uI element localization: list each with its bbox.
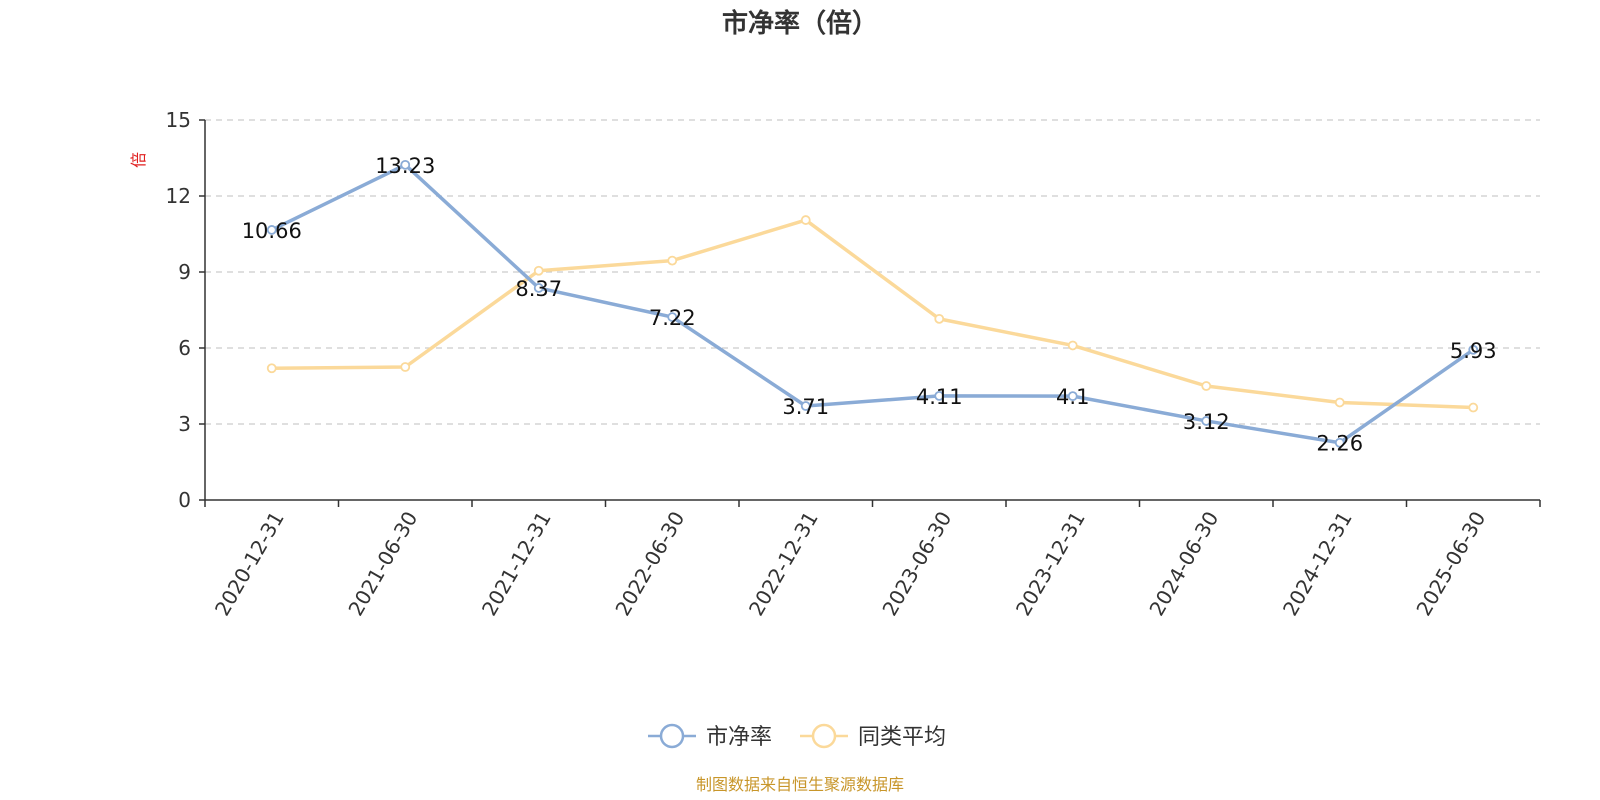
y-tick-label: 9: [178, 260, 191, 284]
data-point: [1334, 397, 1345, 408]
data-label: 2.26: [1316, 432, 1363, 456]
data-point: [533, 283, 544, 293]
data-point: [1201, 381, 1212, 391]
x-tick-label: 2023-12-31: [1011, 507, 1090, 620]
data-point: [800, 401, 811, 411]
data-point: [1334, 437, 1345, 448]
x-tick-label: 2024-12-31: [1278, 507, 1357, 620]
series-line-1: [271, 218, 1474, 410]
data-point: [266, 363, 277, 374]
data-label: 3.12: [1183, 410, 1230, 434]
x-tick-label: 2021-12-31: [477, 507, 556, 620]
data-label: 8.37: [515, 277, 562, 301]
chart-title: 市净率（倍）: [722, 8, 878, 39]
y-tick-label: 0: [178, 488, 191, 512]
data-point: [667, 255, 678, 266]
data-point: [1067, 340, 1078, 351]
y-axis-label: 倍: [129, 152, 148, 168]
data-label: 4.11: [916, 385, 963, 409]
legend-label: 同类平均: [858, 725, 946, 750]
series-lines: [266, 159, 1479, 448]
data-label: 5.93: [1450, 339, 1497, 363]
data-label: 7.22: [649, 306, 696, 330]
legend-item-0[interactable]: 市净率: [648, 723, 772, 750]
data-label: 3.71: [782, 395, 829, 419]
data-point: [1067, 391, 1078, 402]
data-label: 13.23: [375, 154, 435, 178]
legend-marker: [811, 723, 837, 749]
x-tick-label: 2022-06-30: [610, 507, 689, 620]
source-note: 制图数据来自恒生聚源数据库: [696, 775, 904, 794]
x-tick-label: 2022-12-31: [744, 507, 823, 620]
legend[interactable]: 市净率 同类平均: [648, 723, 946, 750]
data-point: [1201, 416, 1212, 426]
x-tick-label: 2025-06-30: [1411, 507, 1490, 620]
x-tick-label: 2021-06-30: [343, 507, 422, 620]
data-point: [667, 312, 678, 322]
series-line-0: [270, 163, 1475, 445]
data-point: [1468, 344, 1479, 355]
x-tick-label: 2023-06-30: [877, 507, 956, 620]
legend-label: 市净率: [706, 725, 772, 750]
legend-item-1[interactable]: 同类平均: [800, 723, 946, 750]
data-point: [400, 362, 411, 372]
data-labels: 10.66 13.23 8.37 7.22 3.71 4.11 4.1 3.12 2.26 5.9…: [242, 154, 1497, 456]
y-tick-label: 15: [166, 108, 191, 132]
data-point: [800, 215, 811, 225]
y-tick-label: 3: [178, 412, 191, 436]
data-label: 4.1: [1056, 385, 1089, 409]
y-tick-label: 6: [178, 336, 191, 360]
data-point: [934, 390, 945, 401]
data-point: [1468, 402, 1479, 413]
legend-marker: [659, 723, 685, 749]
data-point: [934, 313, 945, 324]
data-point: [266, 225, 277, 235]
data-label: 10.66: [242, 219, 302, 243]
data-point: [400, 159, 411, 170]
data-point: [533, 265, 544, 276]
x-tick-label: 2024-06-30: [1144, 507, 1223, 620]
grid-lines: [205, 119, 1540, 425]
axes: 0 3 6 9 12 15 2020-12-31 2021-06-30 2021-12-31 20…: [166, 108, 1541, 620]
y-tick-label: 12: [166, 184, 191, 208]
x-tick-label: 2020-12-31: [210, 507, 289, 620]
